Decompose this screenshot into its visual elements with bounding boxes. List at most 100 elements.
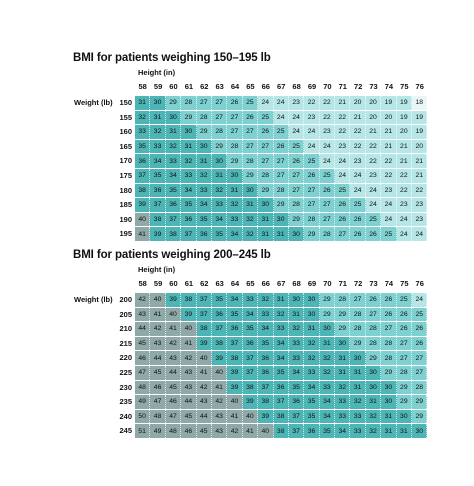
bmi-cell: 24: [350, 183, 366, 198]
bmi-cell: 23: [319, 125, 336, 139]
height-header-cell: 61: [184, 279, 194, 288]
bmi-cell: 28: [319, 227, 336, 241]
bmi-cell: 29: [412, 409, 428, 424]
bmi-cell: 39: [227, 380, 243, 395]
bmi-cell: 31: [227, 183, 243, 198]
bmi-cell: 34: [227, 293, 243, 307]
bmi-cell: 39: [258, 409, 274, 424]
bmi-cell: 31: [304, 322, 320, 336]
height-header-cell: 59: [153, 82, 163, 91]
bmi-cell: 38: [211, 336, 228, 351]
bmi-cell: 46: [165, 395, 182, 409]
table-row: 50 48 47 45 44 43 41 40 39 38 37 35 34 33 33 32 31 30 29: [135, 409, 428, 425]
bmi-cell: 32: [135, 110, 151, 125]
bmi-cell: 24: [396, 212, 413, 227]
bmi-cell: 26: [304, 168, 320, 183]
bmi-cell: 42: [181, 351, 197, 365]
bmi-cell: 32: [150, 125, 166, 139]
bmi-cell: 26: [396, 307, 413, 322]
bmi-cell: 37: [288, 409, 305, 424]
bmi-cell: 19: [396, 96, 413, 110]
bmi-cell: 30: [365, 365, 382, 380]
bmi-cell: 24: [365, 198, 382, 212]
bmi-cell: 27: [288, 183, 305, 198]
bmi-cell: 39: [181, 307, 197, 322]
bmi-cell: 35: [211, 227, 228, 241]
weight-row-label: 240: [119, 411, 132, 421]
bmi-cell: 41: [181, 336, 197, 351]
bmi-cell: 42: [196, 380, 212, 395]
bmi-cell: 27: [242, 125, 259, 139]
bmi-cell: 25: [335, 183, 351, 198]
bmi-cell: 23: [350, 154, 366, 168]
bmi-cell: 35: [258, 336, 274, 351]
bmi-cell: 27: [350, 293, 366, 307]
bmi-cell: 26: [288, 154, 305, 168]
bmi-cell: 51: [135, 424, 151, 438]
bmi-cell: 29: [227, 154, 243, 168]
bmi-cell: 34: [288, 365, 305, 380]
bmi-cell: 30: [381, 395, 397, 409]
bmi-cell: 36: [135, 154, 151, 168]
bmi-cell: 33: [288, 336, 305, 351]
bmi-cell: 22: [335, 125, 351, 139]
bmi-cell: 30: [242, 183, 259, 198]
bmi-cell: 28: [227, 139, 243, 154]
bmi-cell: 45: [165, 380, 182, 395]
bmi-cell: 23: [412, 212, 428, 227]
bmi-cell: 19: [396, 110, 413, 125]
weight-row-label: 230: [119, 382, 132, 392]
bmi-cell: 28: [396, 365, 413, 380]
bmi-cell: 37: [227, 336, 243, 351]
bmi-cell: 37: [273, 395, 289, 409]
height-header-cell: 69: [307, 279, 317, 288]
bmi-cell: 34: [150, 154, 166, 168]
bmi-cell: 32: [165, 139, 182, 154]
bmi-cell: 38: [227, 351, 243, 365]
bmi-cell: 42: [227, 424, 243, 438]
bmi-cell: 32: [211, 183, 228, 198]
height-header-cell: 63: [215, 82, 224, 91]
bmi-cell: 35: [135, 139, 151, 154]
table-row: 47 45 44 43 41 40 39 37 36 35 34 33 32 31 31 30 29 28 27: [135, 365, 428, 381]
bmi-cell: 33: [150, 139, 166, 154]
bmi-cell: 39: [150, 227, 166, 241]
bmi-cell: 20: [365, 96, 382, 110]
table-row: 49 47 46 44 43 42 40 39 38 37 36 35 34 33 32 31 30 29 29: [135, 395, 428, 410]
bmi-cell: 40: [242, 409, 259, 424]
height-header-row: 58 59 60 61 62 63 64 65 66 67 68 69 70 71 72 73 74 75 76: [135, 82, 427, 91]
bmi-cell: 29: [396, 380, 413, 395]
bmi-cell: 24: [350, 168, 366, 183]
bmi-cell: 27: [227, 110, 243, 125]
height-header-cell: 64: [230, 82, 240, 91]
bmi-cell: 35: [304, 409, 320, 424]
bmi-cell: 24: [273, 96, 289, 110]
bmi-cell: 26: [227, 96, 243, 110]
height-header-cell: 64: [230, 279, 240, 288]
bmi-cell: 31: [396, 424, 413, 438]
bmi-cell: 36: [273, 380, 289, 395]
bmi-cell: 25: [273, 125, 289, 139]
bmi-cell: 40: [150, 293, 166, 307]
height-header-cell: 74: [384, 279, 394, 288]
height-header-cell: 75: [400, 279, 409, 288]
bmi-cell: 35: [273, 365, 289, 380]
bmi-cell: 28: [196, 110, 212, 125]
weight-row-label: 205: [119, 309, 132, 319]
table-row: 48 46 45 43 42 41 39 38 37 36 35 34 33 32 31 30 30 29 28: [135, 380, 428, 396]
bmi-cell: 34: [319, 409, 336, 424]
bmi-cell: 34: [304, 380, 320, 395]
bmi-cell: 36: [165, 198, 182, 212]
height-axis-label: Height (in): [138, 265, 176, 274]
bmi-cell: 34: [258, 322, 274, 336]
bmi-cell: 23: [381, 183, 397, 198]
bmi-cell: 26: [412, 336, 428, 351]
height-header-cell: 74: [384, 82, 394, 91]
bmi-cell: 41: [211, 380, 228, 395]
bmi-cell: 31: [258, 227, 274, 241]
weight-axis-label: Weight (lb): [74, 98, 113, 107]
bmi-cell: 34: [196, 198, 212, 212]
bmi-cell: 29: [196, 125, 212, 139]
height-header-cell: 73: [369, 279, 378, 288]
bmi-cell: 30: [196, 139, 212, 154]
